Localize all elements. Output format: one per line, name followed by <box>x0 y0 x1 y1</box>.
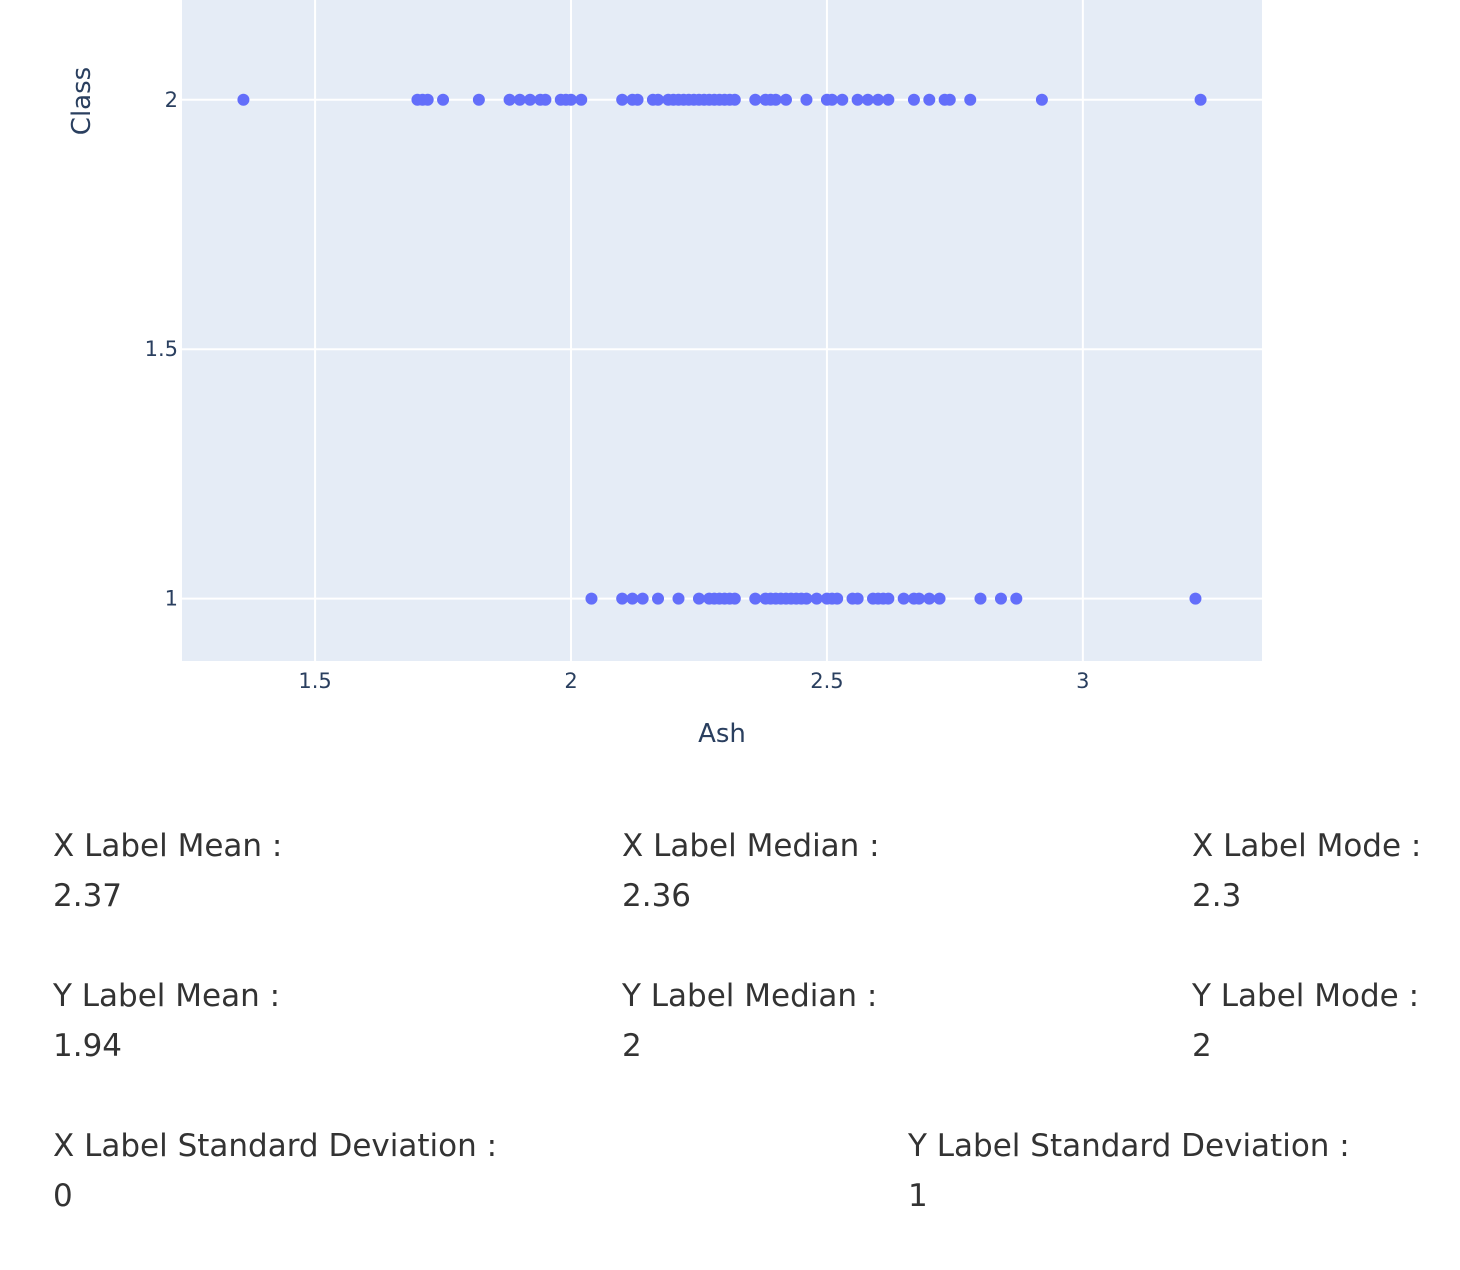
data-point <box>882 93 895 106</box>
data-point <box>728 93 741 106</box>
data-point <box>882 592 895 605</box>
y-mean-stat: Y Label Mean : 1.94 <box>53 976 280 1066</box>
x-median-label: X Label Median : <box>622 828 880 864</box>
y-median-stat: Y Label Median : 2 <box>622 976 877 1066</box>
x-mean-label: X Label Mean : <box>53 828 283 864</box>
x-tick-label: 2.5 <box>810 669 843 693</box>
x-axis-ticks: 1.5 2 2.5 3 <box>298 669 1089 693</box>
y-std-label: Y Label Standard Deviation : <box>908 1128 1350 1164</box>
data-point <box>779 93 792 106</box>
data-point <box>994 592 1007 605</box>
data-point <box>616 93 629 106</box>
data-point <box>831 592 844 605</box>
data-point <box>652 592 665 605</box>
data-point <box>1194 93 1207 106</box>
data-point <box>800 93 813 106</box>
x-tick-label: 1.5 <box>298 669 331 693</box>
data-point <box>631 93 644 106</box>
data-point <box>539 93 552 106</box>
data-point <box>626 592 639 605</box>
data-points <box>237 93 1207 605</box>
data-point <box>524 93 537 106</box>
data-point <box>472 93 485 106</box>
data-point <box>652 93 665 106</box>
data-point <box>923 93 936 106</box>
data-point <box>237 93 250 106</box>
data-point <box>913 592 926 605</box>
y-std-stat: Y Label Standard Deviation : 1 <box>908 1126 1350 1216</box>
y-tick-label: 1.5 <box>145 337 178 361</box>
x-axis-title: Ash <box>698 719 746 749</box>
data-point <box>769 93 782 106</box>
data-point <box>964 93 977 106</box>
x-median-stat: X Label Median : 2.36 <box>622 826 880 916</box>
data-point <box>503 93 516 106</box>
data-point <box>861 93 874 106</box>
y-mean-value: 1.94 <box>53 1028 123 1064</box>
data-point <box>437 93 450 106</box>
y-tick-label: 1 <box>165 587 178 611</box>
data-point <box>749 93 762 106</box>
data-point <box>672 592 685 605</box>
grid-lines <box>182 0 1262 661</box>
data-point <box>421 93 434 106</box>
data-point <box>907 93 920 106</box>
data-point <box>749 592 762 605</box>
x-tick-label: 2 <box>564 669 577 693</box>
data-point <box>836 93 849 106</box>
y-axis-title: Class <box>67 67 97 135</box>
y-median-value: 2 <box>622 1028 642 1064</box>
x-tick-label: 3 <box>1076 669 1089 693</box>
x-mean-value: 2.37 <box>53 878 123 914</box>
x-std-stat: X Label Standard Deviation : 0 <box>53 1126 497 1216</box>
chart-svg: 1.5 2 2.5 3 11.52 Ash Class <box>67 0 1262 749</box>
x-median-value: 2.36 <box>622 878 692 914</box>
data-point <box>728 592 741 605</box>
data-point <box>692 592 705 605</box>
data-point <box>974 592 987 605</box>
data-point <box>585 592 598 605</box>
data-point <box>616 592 629 605</box>
y-mode-stat: Y Label Mode : 2 <box>1192 976 1419 1066</box>
data-point <box>933 592 946 605</box>
y-tick-label: 2 <box>165 88 178 112</box>
scatter-chart: 1.5 2 2.5 3 1 1.5 2 Ash Class <box>67 0 1262 749</box>
x-mode-stat: X Label Mode : 2.3 <box>1192 826 1421 916</box>
data-point <box>1035 93 1048 106</box>
data-point <box>851 592 864 605</box>
data-point <box>800 592 813 605</box>
data-point <box>565 93 578 106</box>
y-median-label: Y Label Median : <box>622 978 878 1014</box>
x-mode-label: X Label Mode : <box>1192 828 1422 864</box>
y-mean-label: Y Label Mean : <box>53 978 281 1014</box>
y-mode-label: Y Label Mode : <box>1192 978 1420 1014</box>
data-point <box>513 93 526 106</box>
data-point <box>1189 592 1202 605</box>
x-std-label: X Label Standard Deviation : <box>53 1128 498 1164</box>
data-point <box>1010 592 1023 605</box>
data-point <box>826 93 839 106</box>
x-mode-value: 2.3 <box>1192 878 1242 914</box>
x-std-value: 0 <box>53 1178 73 1214</box>
data-point <box>943 93 956 106</box>
y-mode-value: 2 <box>1192 1028 1212 1064</box>
data-point <box>897 592 910 605</box>
y-std-value: 1 <box>908 1178 928 1214</box>
data-point <box>872 93 885 106</box>
data-point <box>851 93 864 106</box>
x-mean-stat: X Label Mean : 2.37 <box>53 826 282 916</box>
data-point <box>923 592 936 605</box>
y-axis-ticks: 11.52 <box>145 88 178 611</box>
data-point <box>575 93 588 106</box>
data-point <box>636 592 649 605</box>
data-point <box>810 592 823 605</box>
